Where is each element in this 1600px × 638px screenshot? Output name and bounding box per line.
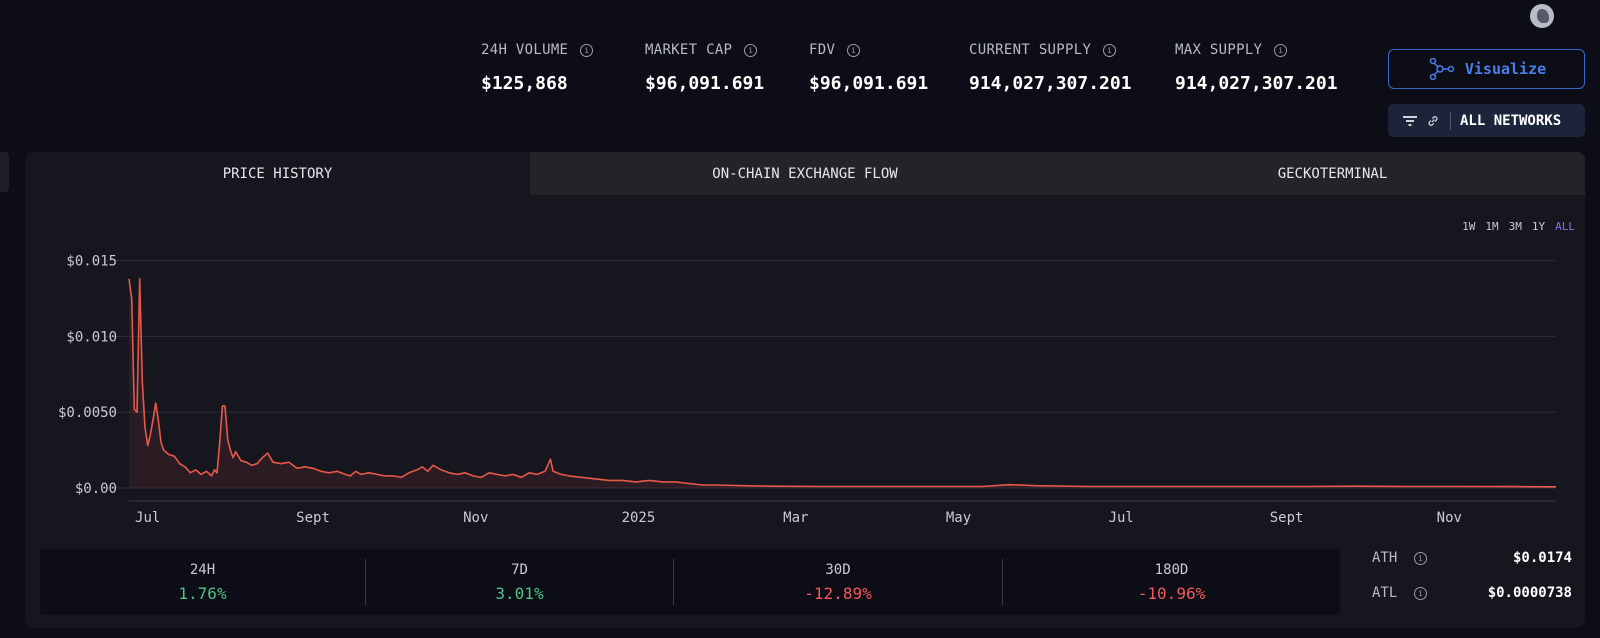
change-value: -10.96% [1137,583,1206,603]
x-tick-label: Sept [296,510,330,526]
link-icon [1426,114,1440,128]
info-icon[interactable]: i [580,43,594,57]
tab-price-history[interactable]: PRICE HISTORY [25,152,530,195]
stat-value: $96,091.691 [645,73,765,94]
x-tick-label: May [946,510,971,526]
filter-icon [1402,115,1418,127]
info-icon[interactable]: i [1274,43,1288,57]
change-value: 1.76% [178,583,227,603]
change-24h: 24H 1.76% [40,559,365,605]
ath-row: ATH i $0.0174 [1372,550,1572,566]
all-networks-button[interactable]: ALL NETWORKS [1388,104,1585,137]
info-icon[interactable]: i [744,43,758,57]
x-tick-label: Sept [1270,510,1304,526]
avatar[interactable] [1530,4,1554,28]
stat-market-cap: MARKET CAP i $96,091.691 [645,42,764,94]
info-icon[interactable]: i [1103,43,1117,57]
all-networks-label: ALL NETWORKS [1460,112,1562,129]
info-icon[interactable]: i [1414,586,1427,600]
divider [673,559,674,605]
change-value: 3.01% [495,583,544,603]
tab-geckoterminal[interactable]: GECKOTERMINAL [1080,152,1585,195]
price-line [128,278,1557,488]
atl-value: $0.0000738 [1487,585,1572,601]
y-tick-label: $0.00 [75,481,117,497]
range-1w[interactable]: 1W [1462,220,1476,233]
visualize-label: Visualize [1464,60,1547,78]
stat-current-supply: CURRENT SUPPLY i 914,027,307.201 [969,42,1132,94]
change-180d: 180D -10.96% [1003,559,1340,605]
price-chart-card: PRICE HISTORY ON-CHAIN EXCHANGE FLOW GEC… [25,152,1585,628]
range-1m[interactable]: 1M [1485,220,1499,233]
change-label: 180D [1154,561,1189,578]
x-tick-label: Jul [1109,510,1134,526]
x-tick-label: 2025 [622,510,656,526]
x-tick-label: Mar [783,510,808,526]
stat-value: 914,027,307.201 [969,73,1132,94]
range-all[interactable]: ALL [1555,220,1575,233]
stat-label: 24H VOLUME [481,42,569,58]
change-30d: 30D -12.89% [674,559,1002,605]
divider [1002,559,1003,605]
tab-on-chain-exchange-flow[interactable]: ON-CHAIN EXCHANGE FLOW [530,152,1080,195]
price-area [129,278,1556,488]
atl-row: ATL i $0.0000738 [1372,585,1572,601]
divider [365,559,366,605]
change-7d: 7D 3.01% [366,559,673,605]
x-tick-label: Jul [135,510,160,526]
stat-max-supply: MAX SUPPLY i 914,027,307.201 [1175,42,1338,94]
change-label: 30D [825,561,851,578]
info-icon[interactable]: i [847,43,861,57]
stat-label: FDV [809,42,836,58]
divider [1450,111,1451,130]
stat-label: MAX SUPPLY [1175,42,1263,58]
stat-24h-volume: 24H VOLUME i $125,868 [481,42,594,94]
stat-value: $125,868 [481,73,568,94]
y-tick-label: $0.015 [66,254,117,270]
stat-label: CURRENT SUPPLY [969,42,1092,58]
time-range-selector: 1W 1M 3M 1Y ALL [1462,220,1575,233]
change-label: 24H [189,561,216,578]
stat-value: $96,091.691 [809,73,929,94]
x-tick-label: Nov [1437,510,1462,526]
ath-label: ATH [1372,550,1398,566]
change-label: 7D [511,561,528,578]
stat-label: MARKET CAP [645,42,733,58]
network-graph-icon [1429,58,1455,80]
atl-label: ATL [1372,585,1398,601]
y-tick-label: $0.010 [66,329,117,345]
side-panel-edge [0,152,9,192]
stat-value: 914,027,307.201 [1175,73,1338,94]
range-3m[interactable]: 3M [1508,220,1522,233]
chart-tabs: PRICE HISTORY ON-CHAIN EXCHANGE FLOW GEC… [25,152,1585,195]
visualize-button[interactable]: Visualize [1388,49,1585,89]
ath-value: $0.0174 [1512,550,1572,566]
range-1y[interactable]: 1Y [1531,220,1546,233]
price-history-chart[interactable]: $0.00 $0.0050 $0.010 $0.015 Jul Sept Nov 2025 Ma… [25,150,1570,530]
price-change-summary: 24H 1.76% 7D 3.01% 30D -12.89% 180D -10.… [40,549,1340,615]
change-value: -12.89% [804,583,872,603]
info-icon[interactable]: i [1414,551,1427,565]
x-tick-label: Nov [463,510,488,526]
y-tick-label: $0.0050 [58,405,117,421]
stat-fdv: FDV i $96,091.691 [809,42,928,94]
